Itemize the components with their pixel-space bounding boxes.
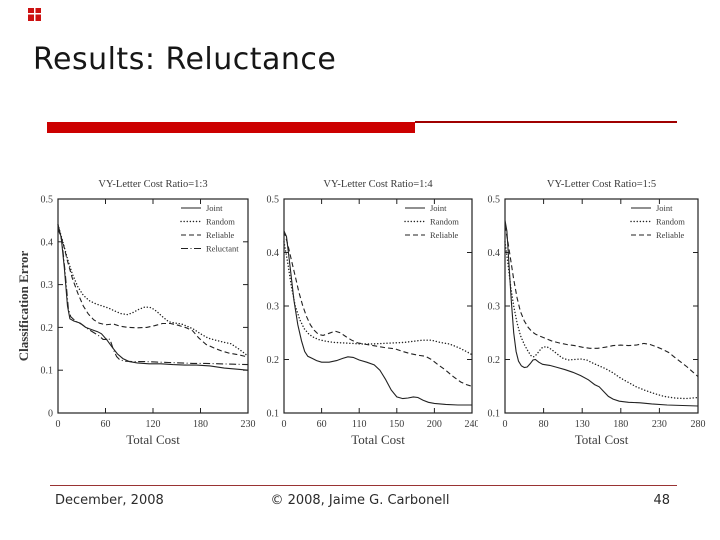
svg-text:0.1: 0.1 <box>41 366 54 377</box>
svg-text:0.3: 0.3 <box>41 280 54 291</box>
svg-text:230: 230 <box>652 419 667 430</box>
svg-text:Total Cost: Total Cost <box>575 432 629 447</box>
svg-text:0.4: 0.4 <box>267 248 280 259</box>
svg-text:120: 120 <box>146 419 161 430</box>
footer-copyright: © 2008, Jaime G. Carbonell <box>270 493 450 508</box>
svg-text:130: 130 <box>575 419 590 430</box>
svg-text:Joint: Joint <box>430 203 447 213</box>
svg-text:Classification Error: Classification Error <box>16 250 31 361</box>
footer-page-number: 48 <box>653 493 670 508</box>
svg-text:0: 0 <box>48 409 53 420</box>
svg-text:Reliable: Reliable <box>206 230 235 240</box>
svg-text:240: 240 <box>465 419 479 430</box>
svg-text:0.4: 0.4 <box>488 248 501 259</box>
svg-text:180: 180 <box>613 419 628 430</box>
svg-text:0.5: 0.5 <box>267 195 280 206</box>
svg-text:Total Cost: Total Cost <box>126 432 180 447</box>
chart-cost-ratio-1-4: 0 60 110 150 200 240 0.1 0.2 0.3 0.4 0.5 VY-Letter … <box>267 179 479 447</box>
svg-text:0.5: 0.5 <box>488 195 501 206</box>
svg-text:230: 230 <box>241 419 256 430</box>
svg-text:150: 150 <box>389 419 404 430</box>
svg-text:60: 60 <box>317 419 327 430</box>
footer-divider <box>50 485 677 486</box>
svg-text:80: 80 <box>539 419 549 430</box>
slide-logo-icon <box>28 8 41 21</box>
svg-text:0: 0 <box>56 419 61 430</box>
title-accent-line <box>415 121 677 123</box>
svg-text:200: 200 <box>427 419 442 430</box>
svg-text:Reliable: Reliable <box>656 230 685 240</box>
svg-text:0.2: 0.2 <box>267 355 280 366</box>
svg-text:60: 60 <box>101 419 111 430</box>
svg-text:0: 0 <box>503 419 508 430</box>
svg-text:VY-Letter Cost Ratio=1:3: VY-Letter Cost Ratio=1:3 <box>98 179 207 190</box>
svg-text:Total Cost: Total Cost <box>351 432 405 447</box>
svg-text:0: 0 <box>282 419 287 430</box>
svg-text:Random: Random <box>430 217 459 227</box>
svg-text:0.4: 0.4 <box>41 237 54 248</box>
svg-text:0.2: 0.2 <box>488 355 501 366</box>
svg-text:0.1: 0.1 <box>488 409 501 420</box>
svg-text:Reluctant: Reluctant <box>206 244 239 254</box>
svg-text:180: 180 <box>193 419 208 430</box>
footer-date: December, 2008 <box>55 493 164 508</box>
svg-text:0.1: 0.1 <box>267 409 280 420</box>
svg-text:Random: Random <box>656 217 685 227</box>
chart-cost-ratio-1-5: 0 80 130 180 230 280 0.1 0.2 0.3 0.4 0.5 VY-Letter … <box>488 179 706 447</box>
chart-cost-ratio-1-3: 0 60 120 180 230 0 0.1 0.2 0.3 0.4 0.5 VY-Letter Co… <box>16 179 256 447</box>
title-accent-bar <box>47 122 415 133</box>
svg-text:0.2: 0.2 <box>41 323 54 334</box>
svg-text:0.5: 0.5 <box>41 195 54 206</box>
svg-text:Joint: Joint <box>656 203 673 213</box>
svg-text:280: 280 <box>691 419 706 430</box>
svg-text:Random: Random <box>206 217 235 227</box>
svg-text:0.3: 0.3 <box>488 302 501 313</box>
svg-text:Reliable: Reliable <box>430 230 459 240</box>
svg-text:110: 110 <box>352 419 367 430</box>
svg-text:0.3: 0.3 <box>267 302 280 313</box>
svg-text:VY-Letter Cost Ratio=1:5: VY-Letter Cost Ratio=1:5 <box>547 179 656 190</box>
page-title: Results: Reluctance <box>33 42 337 77</box>
svg-text:Joint: Joint <box>206 203 223 213</box>
svg-text:VY-Letter Cost Ratio=1:4: VY-Letter Cost Ratio=1:4 <box>323 179 433 190</box>
